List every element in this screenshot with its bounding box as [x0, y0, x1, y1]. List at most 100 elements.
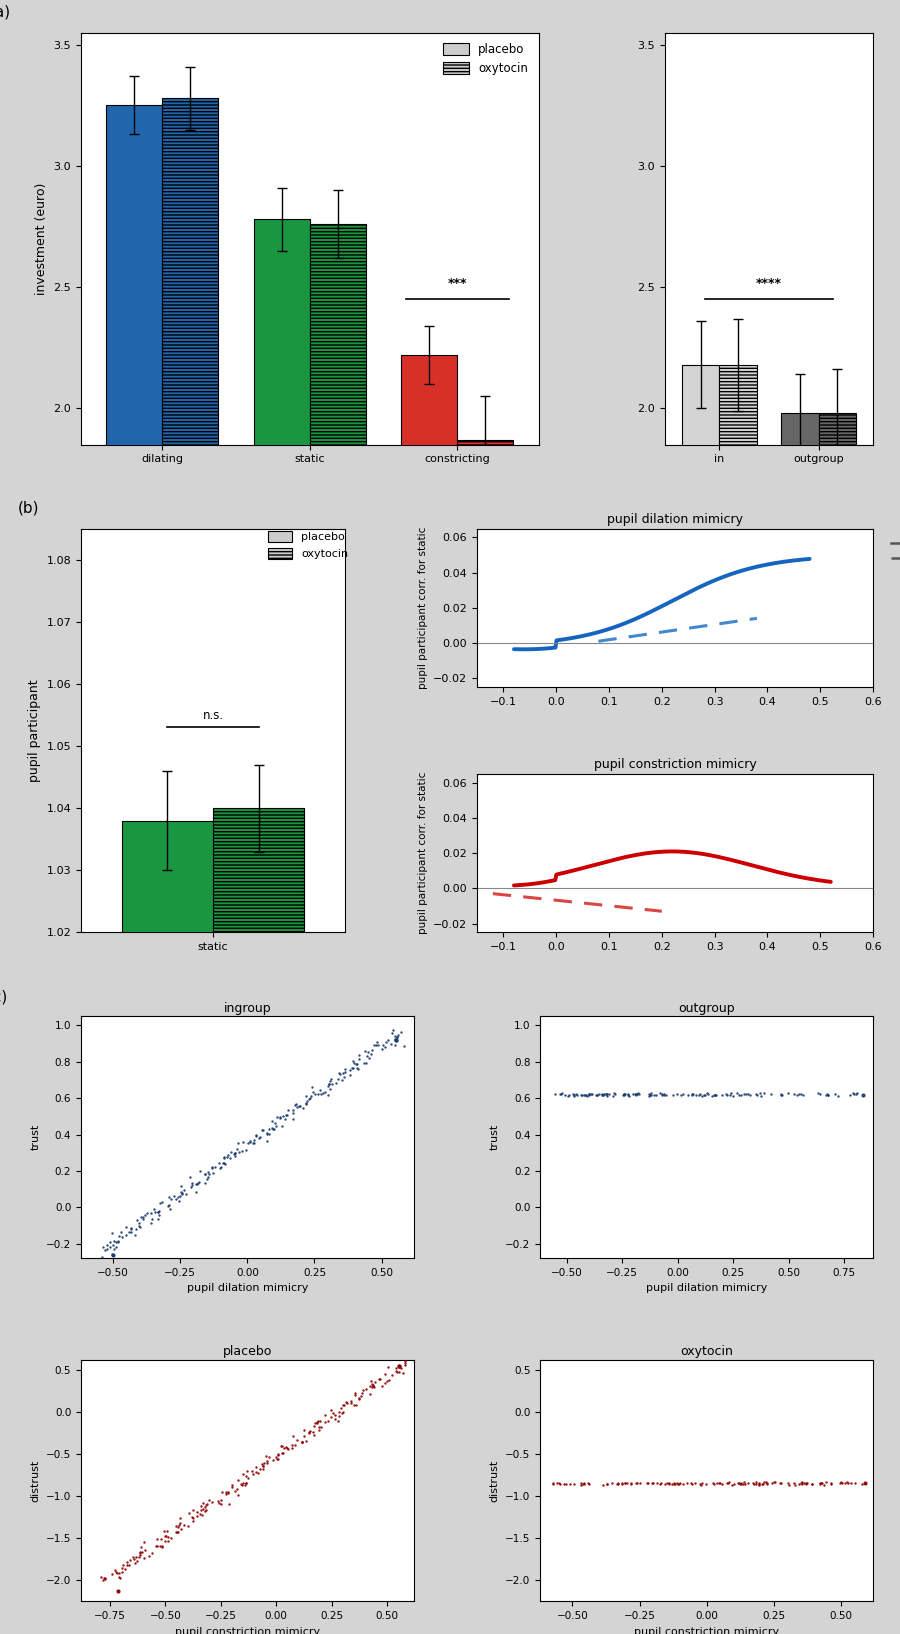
- Point: [773, 1471, 788, 1497]
- Point: [100, 1232, 114, 1258]
- Point: [346, 1047, 360, 1074]
- Point: [237, 1471, 251, 1497]
- Point: [109, 1229, 123, 1255]
- Point: [295, 1095, 310, 1121]
- Point: [202, 1162, 217, 1188]
- Point: [116, 1552, 130, 1578]
- Point: [630, 1082, 644, 1108]
- Point: [628, 1471, 643, 1497]
- Point: [792, 1471, 806, 1497]
- Point: [653, 1471, 668, 1497]
- Point: [94, 1564, 108, 1590]
- Point: [734, 1469, 748, 1495]
- Point: [818, 1082, 832, 1108]
- Point: [629, 1082, 643, 1108]
- Point: [552, 1471, 566, 1497]
- Point: [302, 1418, 317, 1444]
- Point: [219, 1479, 233, 1505]
- Point: [838, 1469, 852, 1495]
- Point: [575, 1082, 590, 1108]
- Point: [228, 1477, 242, 1503]
- Point: [722, 1469, 736, 1495]
- Point: [259, 1127, 274, 1154]
- Point: [158, 1523, 173, 1549]
- Point: [726, 1083, 741, 1109]
- Point: [271, 1446, 285, 1472]
- Point: [774, 1082, 788, 1108]
- Point: [174, 1173, 188, 1199]
- Point: [269, 1444, 284, 1471]
- Point: [582, 1082, 597, 1108]
- Point: [239, 1471, 254, 1497]
- Point: [699, 1080, 714, 1106]
- Point: [672, 1471, 687, 1497]
- Point: [738, 1471, 752, 1497]
- Point: [598, 1082, 613, 1108]
- Point: [545, 1471, 560, 1497]
- Point: [577, 1082, 591, 1108]
- Point: [764, 1471, 778, 1497]
- Point: [153, 1533, 167, 1559]
- Point: [373, 1366, 387, 1392]
- Point: [224, 1139, 238, 1165]
- Point: [153, 1190, 167, 1216]
- Point: [230, 1136, 245, 1162]
- Point: [324, 1404, 338, 1430]
- Point: [338, 1389, 353, 1415]
- Point: [289, 1092, 303, 1118]
- Point: [243, 1129, 257, 1155]
- Point: [792, 1082, 806, 1108]
- Point: [701, 1080, 716, 1106]
- Point: [787, 1471, 801, 1497]
- Point: [260, 1119, 274, 1145]
- Point: [820, 1082, 834, 1108]
- Point: [760, 1471, 775, 1497]
- Point: [859, 1471, 873, 1497]
- Point: [739, 1082, 753, 1108]
- Point: [185, 1503, 200, 1529]
- Point: [741, 1471, 755, 1497]
- Point: [104, 1562, 119, 1588]
- Point: [182, 1500, 196, 1526]
- Point: [581, 1471, 596, 1497]
- Point: [273, 1105, 287, 1131]
- Point: [158, 1528, 172, 1554]
- Point: [302, 1085, 317, 1111]
- Point: [109, 1234, 123, 1260]
- Point: [554, 1471, 568, 1497]
- Point: [343, 1062, 357, 1088]
- Point: [666, 1471, 680, 1497]
- Point: [124, 1219, 139, 1245]
- Point: [388, 1023, 402, 1049]
- Point: [137, 1529, 151, 1556]
- Point: [113, 1219, 128, 1245]
- Point: [562, 1471, 577, 1497]
- Point: [231, 1482, 246, 1508]
- Point: [285, 1106, 300, 1132]
- Point: [193, 1159, 207, 1185]
- Point: [133, 1542, 148, 1569]
- Point: [752, 1472, 766, 1498]
- Point: [813, 1471, 827, 1497]
- Point: [214, 1154, 229, 1180]
- Point: [620, 1082, 634, 1108]
- Point: [794, 1469, 808, 1495]
- Point: [850, 1080, 864, 1106]
- Point: [626, 1082, 640, 1108]
- Point: [132, 1212, 147, 1239]
- Point: [274, 1433, 288, 1459]
- Point: [98, 1237, 112, 1263]
- Point: [295, 1428, 310, 1454]
- Point: [105, 1242, 120, 1268]
- Point: [732, 1469, 746, 1495]
- Point: [316, 1080, 330, 1106]
- Point: [357, 1051, 372, 1077]
- Point: [265, 1116, 279, 1142]
- Point: [698, 1082, 713, 1108]
- Point: [800, 1469, 814, 1495]
- Point: [557, 1471, 572, 1497]
- Point: [228, 1142, 242, 1168]
- Point: [377, 1369, 392, 1395]
- Point: [133, 1541, 148, 1567]
- Point: [152, 1203, 166, 1229]
